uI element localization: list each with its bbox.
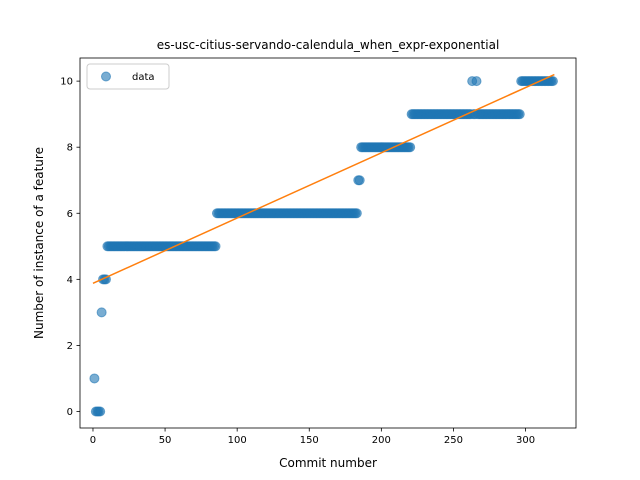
legend-frame [86,63,170,90]
y-tick-label: 4 [67,275,73,286]
x-tick-label: 0 [90,435,96,446]
x-tick-label: 200 [372,435,391,446]
data-point [96,307,107,318]
x-tick-label: 100 [228,435,247,446]
y-tick-label: 2 [67,341,73,352]
data-point [351,208,362,219]
legend: data [86,63,170,90]
x-tick-label: 50 [159,435,172,446]
x-tick-label: 150 [300,435,319,446]
x-axis-ticks: 0 50 100 150 200 250 300 [90,428,535,446]
trend-line [92,73,555,284]
chart-title: es-usc-citius-servando-calendula_when_ex… [157,38,500,52]
data-point [95,406,106,417]
data-point [405,142,416,153]
data-point [89,373,100,384]
y-axis-label: Number of instance of a feature [32,147,46,339]
x-tick-label: 250 [444,435,463,446]
data-point [354,175,365,186]
y-axis-ticks: 0 2 4 6 8 10 [60,77,80,418]
x-tick-label: 300 [516,435,535,446]
x-axis-label: Commit number [279,456,377,470]
y-tick-label: 6 [67,209,73,220]
plot-frame [79,57,577,429]
y-tick-label: 10 [60,77,73,88]
data-point [471,76,482,87]
y-tick-label: 0 [67,407,73,418]
data-point [210,241,221,252]
y-tick-label: 8 [67,143,73,154]
data-point [514,109,525,120]
legend-label-data: data [132,72,155,83]
plot-marks [89,73,558,417]
data-point [547,76,558,87]
legend-marker-data [101,71,111,82]
